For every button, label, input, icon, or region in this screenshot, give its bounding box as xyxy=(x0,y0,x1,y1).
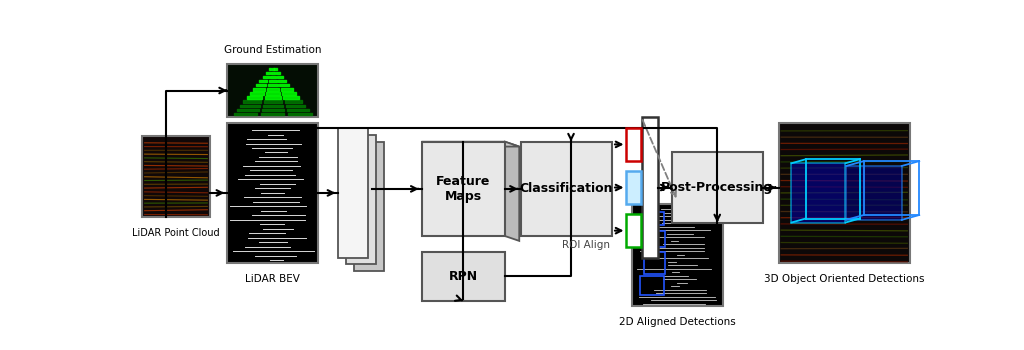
Bar xyxy=(644,252,666,274)
Text: RPN: RPN xyxy=(449,270,478,283)
FancyBboxPatch shape xyxy=(672,153,763,223)
FancyBboxPatch shape xyxy=(422,142,505,236)
Polygon shape xyxy=(505,142,519,241)
Text: Post-Processing: Post-Processing xyxy=(662,181,773,194)
Text: Ground Estimation: Ground Estimation xyxy=(224,46,322,56)
Bar xyxy=(792,163,846,223)
Bar xyxy=(652,212,665,225)
Bar xyxy=(640,276,664,295)
Text: Classification: Classification xyxy=(520,182,613,195)
FancyBboxPatch shape xyxy=(632,204,723,306)
FancyBboxPatch shape xyxy=(354,142,384,271)
Text: LiDAR BEV: LiDAR BEV xyxy=(246,274,300,284)
Text: ROI Align: ROI Align xyxy=(562,240,610,251)
Bar xyxy=(627,215,641,247)
Text: LiDAR Point Cloud: LiDAR Point Cloud xyxy=(132,228,220,238)
FancyBboxPatch shape xyxy=(338,128,369,258)
Text: Feature
Maps: Feature Maps xyxy=(436,175,490,203)
Polygon shape xyxy=(422,142,519,147)
FancyBboxPatch shape xyxy=(778,123,909,263)
FancyBboxPatch shape xyxy=(346,135,377,264)
Text: 3D Object Oriented Detections: 3D Object Oriented Detections xyxy=(764,274,925,284)
FancyBboxPatch shape xyxy=(422,252,505,301)
FancyBboxPatch shape xyxy=(227,123,318,263)
FancyBboxPatch shape xyxy=(227,64,318,118)
Text: 2D Aligned Detections: 2D Aligned Detections xyxy=(620,317,736,327)
Bar xyxy=(627,128,641,161)
FancyBboxPatch shape xyxy=(142,136,210,217)
Bar xyxy=(627,172,641,204)
Bar xyxy=(642,118,658,258)
Bar xyxy=(648,231,666,247)
FancyBboxPatch shape xyxy=(521,142,612,236)
Bar xyxy=(846,166,902,220)
